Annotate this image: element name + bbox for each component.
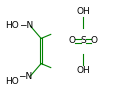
Text: HO: HO [5, 77, 19, 86]
Text: S: S [80, 36, 86, 45]
Text: −N: −N [18, 72, 32, 81]
Text: O: O [91, 36, 98, 45]
Text: OH: OH [76, 7, 90, 16]
Text: −N: −N [19, 21, 34, 30]
Text: OH: OH [76, 66, 90, 75]
Text: HO: HO [5, 21, 19, 30]
Text: O: O [69, 36, 76, 45]
